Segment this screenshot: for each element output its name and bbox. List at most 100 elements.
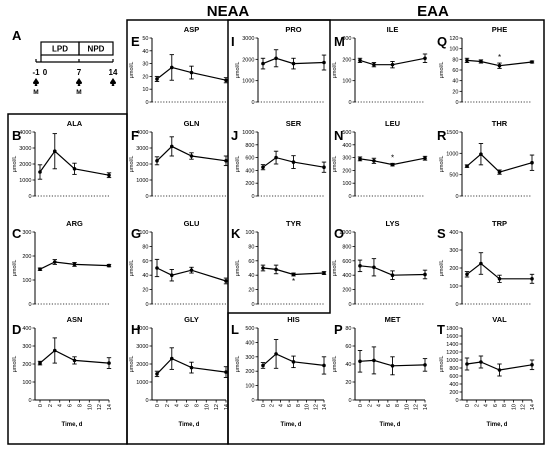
y-tick-label: 200	[22, 362, 31, 368]
chart-panel-f: F GLN 0 1000 2000 3000 4000 μmol/L	[129, 119, 229, 200]
x-axis-label: Time, d	[179, 422, 200, 428]
y-axis-label: μmol/L	[235, 356, 241, 373]
x-tick-label: 6	[493, 404, 499, 407]
data-point	[189, 70, 194, 75]
y-tick-label: 1000	[242, 79, 254, 85]
data-point	[291, 61, 296, 66]
y-tick-label: 100	[22, 278, 31, 284]
y-axis-label: μmol/L	[235, 260, 241, 277]
chart-panel-h: H GLY 0 1000 2000 3000 4000 μmol/L 0 2 4 6 8 10 12 14 Ti…	[129, 315, 230, 428]
data-point	[465, 362, 469, 366]
panel-label: H	[131, 322, 140, 337]
y-tick-label: 60	[345, 344, 351, 350]
y-tick-label: 200	[342, 168, 351, 174]
y-tick-label: 80	[248, 244, 254, 250]
x-tick-label: 0	[465, 404, 471, 407]
data-point	[224, 159, 228, 163]
data-point	[291, 360, 296, 364]
y-tick-label: 400	[22, 326, 31, 332]
y-tick-label: 0	[145, 100, 148, 106]
chart-title: HIS	[287, 315, 300, 324]
chart-title: ILE	[387, 25, 399, 34]
data-point	[169, 144, 174, 149]
panel-label: K	[231, 226, 241, 241]
y-tick-label: 100	[245, 230, 254, 236]
x-tick-label: 14	[224, 404, 230, 410]
x-tick-label: 2	[474, 404, 480, 407]
data-point	[224, 370, 228, 374]
y-tick-label: 500	[245, 326, 254, 332]
data-point	[423, 156, 427, 161]
data-point	[274, 56, 278, 61]
y-tick-label: 40	[142, 49, 148, 55]
y-tick-label: 800	[449, 366, 458, 372]
y-tick-label: 0	[251, 100, 254, 106]
data-point	[372, 62, 376, 67]
y-tick-label: 80	[142, 244, 148, 250]
panel-label: B	[12, 128, 21, 143]
y-tick-label: 100	[342, 79, 351, 85]
series-line	[39, 349, 110, 364]
y-tick-label: 1200	[446, 350, 458, 356]
x-tick-label: 0	[155, 404, 161, 407]
data-point	[155, 77, 159, 81]
data-point	[224, 78, 228, 83]
data-point	[189, 154, 194, 158]
data-point	[291, 272, 296, 277]
data-point	[169, 65, 174, 70]
y-axis-label: μmol/L	[12, 260, 18, 277]
data-point	[358, 157, 362, 161]
chart-panel-t: T VAL 0 200 400 600 800 1000 1200 1400 1600 1800 μmo…	[437, 315, 536, 428]
series-line	[39, 261, 110, 270]
spade-icon	[33, 78, 39, 86]
y-axis-label: μmol/L	[235, 62, 241, 79]
panel-label: I	[231, 34, 235, 49]
y-tick-label: 0	[251, 302, 254, 308]
x-tick-label: 14	[423, 404, 429, 410]
y-tick-label: 1600	[446, 334, 458, 340]
data-point	[497, 277, 502, 281]
y-axis-label: μmol/L	[332, 156, 338, 173]
panel-label: N	[334, 128, 343, 143]
data-point	[189, 268, 194, 272]
y-tick-label: 120	[449, 36, 458, 42]
y-axis-label: μmol/L	[12, 356, 18, 373]
x-tick-label: 10	[87, 404, 93, 410]
data-point	[479, 261, 483, 266]
y-tick-label: 100	[245, 384, 254, 390]
x-tick-label: 0	[261, 404, 267, 407]
data-point	[322, 60, 326, 65]
data-point	[372, 159, 376, 163]
chart-panel-s: S TRP 0 100 200 300 400 μmol/L	[437, 219, 535, 308]
timeline-tick-1: -1	[32, 68, 40, 77]
chart-panel-r: R THR 0 500 1000 1500 μmol/L	[437, 119, 535, 200]
x-tick-label: 14	[530, 404, 536, 410]
data-point	[390, 273, 395, 278]
y-tick-label: 1000	[242, 130, 254, 136]
y-tick-label: 40	[142, 273, 148, 279]
data-point	[497, 368, 502, 372]
chart-panel-m: M ILE 0 100 200 300 μmol/L	[332, 25, 428, 106]
data-point	[274, 155, 278, 160]
x-tick-label: 4	[58, 404, 64, 407]
x-tick-label: 6	[287, 404, 293, 407]
series-line	[359, 359, 426, 367]
x-tick-label: 12	[214, 404, 220, 410]
data-point	[390, 62, 395, 67]
y-tick-label: 0	[145, 194, 148, 200]
data-point	[497, 170, 502, 174]
x-tick-label: 6	[68, 404, 74, 407]
data-point	[155, 266, 159, 270]
data-point	[358, 58, 362, 63]
timeline-phase-label-2: NPD	[88, 45, 105, 54]
data-point	[261, 363, 265, 368]
timeline-tick-4: 14	[109, 68, 118, 77]
chart-panels: BALA01000200030004000μmol/LCARG010020030…	[12, 25, 536, 428]
x-tick-label: 4	[484, 404, 490, 407]
y-tick-label: 3000	[136, 344, 148, 350]
x-tick-label: 10	[305, 404, 311, 410]
chart-title: GLU	[184, 219, 200, 228]
panel-label: O	[334, 226, 344, 241]
y-tick-label: 200	[449, 390, 458, 396]
